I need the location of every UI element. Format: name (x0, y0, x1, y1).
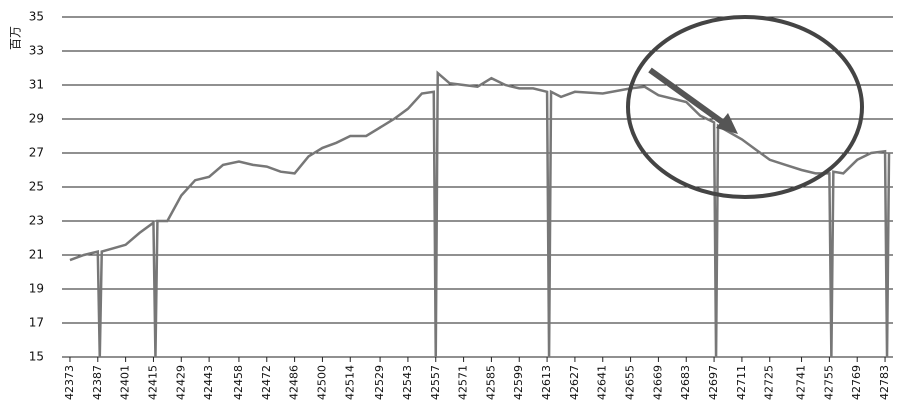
x-tick-label: 42373 (63, 365, 76, 400)
x-tick-label: 42697 (707, 365, 720, 400)
x-tick-label: 42755 (822, 365, 835, 400)
x-tick-label: 42783 (878, 365, 891, 400)
y-tick-label: 21 (29, 248, 44, 262)
x-tick-label: 42655 (624, 365, 637, 400)
y-tick-label: 35 (29, 10, 44, 24)
x-tick-label: 42585 (484, 365, 497, 400)
x-tick-label: 42599 (512, 365, 525, 400)
y-tick-label: 27 (29, 146, 44, 160)
highlight-circle (626, 15, 864, 199)
y-tick-label: 29 (29, 112, 44, 126)
x-tick-label: 42557 (429, 365, 442, 400)
x-tick-label: 42613 (540, 365, 553, 400)
y-tick-label: 19 (29, 282, 44, 296)
x-tick-label: 42741 (795, 365, 808, 400)
x-tick-label: 42429 (174, 365, 187, 400)
y-tick-label: 15 (29, 350, 44, 364)
x-tick-label: 42669 (651, 365, 664, 400)
y-tick-label: 25 (29, 180, 44, 194)
x-tick-label: 42725 (763, 365, 776, 400)
data-line (69, 70, 891, 358)
y-tick-label: 31 (29, 78, 44, 92)
x-tick-label: 42529 (373, 365, 386, 400)
y-tick-label: 23 (29, 214, 44, 228)
x-tick-label: 42401 (119, 365, 132, 400)
x-tick-label: 42500 (315, 365, 328, 400)
x-tick-label: 42443 (202, 365, 215, 400)
x-tick-label: 42769 (850, 365, 863, 400)
x-tick-label: 42571 (457, 365, 470, 400)
y-tick-label: 33 (29, 44, 44, 58)
x-tick-label: 42641 (596, 365, 609, 400)
x-tick-label: 42458 (232, 365, 245, 400)
x-tick-label: 42387 (91, 365, 104, 400)
x-tick-label: 42514 (343, 365, 356, 400)
y-axis-label: 百万 (9, 26, 23, 50)
x-tick-label: 42415 (146, 365, 159, 400)
x-tick-label: 42627 (568, 365, 581, 400)
x-tick-label: 42472 (260, 365, 273, 400)
x-tick-label: 42486 (288, 365, 301, 400)
trend-arrow (648, 67, 727, 127)
x-tick-label: 42543 (401, 365, 414, 400)
arrow-head (716, 113, 738, 134)
x-tick-label: 42683 (679, 365, 692, 400)
y-tick-label: 17 (29, 316, 44, 330)
x-tick-label: 42711 (735, 365, 748, 400)
plot-area: 15 17 19 21 23 25 27 29 31 33 35 42373 42387 42401 424… (29, 10, 893, 400)
